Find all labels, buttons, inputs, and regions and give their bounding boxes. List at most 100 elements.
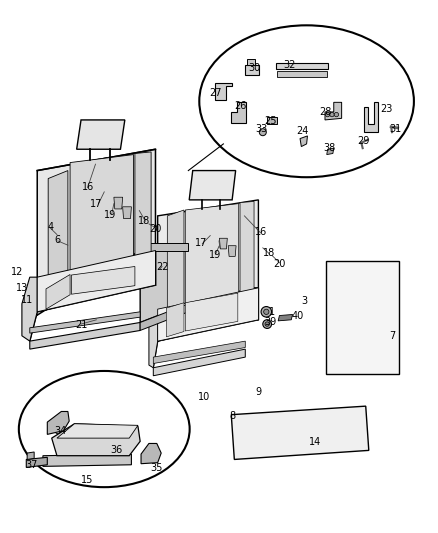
- Text: 6: 6: [54, 235, 60, 245]
- Text: 19: 19: [208, 250, 221, 260]
- Polygon shape: [43, 454, 131, 466]
- Polygon shape: [158, 288, 258, 341]
- Circle shape: [263, 320, 272, 328]
- Polygon shape: [219, 238, 227, 249]
- Polygon shape: [70, 155, 134, 295]
- Polygon shape: [48, 171, 68, 304]
- Text: 26: 26: [234, 101, 246, 110]
- Polygon shape: [37, 149, 155, 312]
- Circle shape: [330, 112, 334, 117]
- Text: 35: 35: [151, 463, 163, 473]
- Text: 15: 15: [81, 475, 94, 484]
- Polygon shape: [185, 293, 238, 331]
- Polygon shape: [27, 452, 34, 459]
- Polygon shape: [30, 312, 140, 333]
- Text: 25: 25: [265, 116, 277, 126]
- Text: 20: 20: [273, 259, 286, 269]
- Text: 39: 39: [265, 318, 277, 327]
- Text: 22: 22: [156, 262, 168, 271]
- Polygon shape: [166, 303, 184, 337]
- Polygon shape: [153, 349, 245, 376]
- Circle shape: [325, 112, 330, 117]
- Text: 18: 18: [263, 248, 276, 258]
- Text: 17: 17: [195, 238, 208, 247]
- Text: 28: 28: [319, 107, 331, 117]
- Text: 17: 17: [90, 199, 102, 208]
- Polygon shape: [57, 424, 138, 438]
- Polygon shape: [135, 152, 151, 286]
- Polygon shape: [141, 443, 161, 464]
- Text: 16: 16: [81, 182, 94, 191]
- Polygon shape: [240, 201, 254, 321]
- Polygon shape: [228, 246, 236, 256]
- Polygon shape: [300, 136, 307, 147]
- Circle shape: [264, 309, 269, 314]
- Polygon shape: [30, 322, 140, 349]
- Text: 30: 30: [248, 63, 260, 72]
- Text: 23: 23: [380, 104, 392, 114]
- Text: 36: 36: [110, 446, 122, 455]
- Text: 4: 4: [47, 222, 53, 231]
- Text: 37: 37: [25, 460, 38, 470]
- Polygon shape: [326, 261, 399, 374]
- Polygon shape: [231, 406, 369, 459]
- Text: 10: 10: [198, 392, 210, 402]
- Text: 3: 3: [301, 296, 307, 306]
- Text: 19: 19: [104, 210, 117, 220]
- Text: 29: 29: [357, 136, 370, 146]
- Polygon shape: [327, 148, 334, 155]
- Polygon shape: [247, 59, 255, 65]
- Polygon shape: [245, 65, 259, 75]
- Polygon shape: [153, 341, 245, 364]
- Text: 13: 13: [16, 283, 28, 293]
- Polygon shape: [140, 243, 188, 251]
- Text: 32: 32: [283, 60, 295, 70]
- Circle shape: [334, 112, 339, 117]
- Circle shape: [261, 306, 272, 317]
- Polygon shape: [231, 102, 246, 123]
- Polygon shape: [189, 171, 236, 200]
- Text: 18: 18: [138, 216, 151, 226]
- Polygon shape: [277, 71, 327, 77]
- Polygon shape: [22, 277, 37, 341]
- Text: 7: 7: [389, 331, 395, 341]
- Text: 11: 11: [21, 295, 33, 304]
- Text: 27: 27: [209, 88, 222, 98]
- Polygon shape: [153, 288, 258, 368]
- Polygon shape: [26, 457, 47, 467]
- Polygon shape: [215, 83, 232, 100]
- Polygon shape: [123, 207, 131, 219]
- Text: 9: 9: [255, 387, 261, 397]
- Polygon shape: [167, 210, 184, 335]
- Polygon shape: [77, 120, 125, 149]
- Text: 21: 21: [75, 320, 87, 330]
- Polygon shape: [52, 424, 140, 456]
- Text: 31: 31: [389, 124, 402, 134]
- Polygon shape: [149, 290, 158, 368]
- Text: 14: 14: [309, 438, 321, 447]
- Polygon shape: [278, 314, 293, 321]
- Polygon shape: [140, 304, 188, 330]
- Circle shape: [265, 322, 269, 326]
- Text: 12: 12: [11, 267, 24, 277]
- Text: 20: 20: [150, 224, 162, 234]
- Text: 34: 34: [54, 426, 67, 435]
- Polygon shape: [140, 251, 188, 322]
- Text: 1: 1: [268, 307, 275, 317]
- Polygon shape: [158, 200, 258, 341]
- Polygon shape: [364, 102, 378, 132]
- Text: 24: 24: [296, 126, 308, 135]
- Circle shape: [259, 128, 266, 136]
- Polygon shape: [47, 411, 69, 434]
- Polygon shape: [267, 117, 277, 124]
- Text: 40: 40: [292, 311, 304, 320]
- Polygon shape: [30, 251, 155, 341]
- Polygon shape: [276, 63, 328, 69]
- Text: 8: 8: [229, 411, 235, 421]
- Text: 38: 38: [323, 143, 336, 152]
- Text: 16: 16: [254, 227, 267, 237]
- Polygon shape: [71, 266, 135, 294]
- Text: 33: 33: [256, 124, 268, 134]
- Polygon shape: [325, 102, 342, 120]
- Polygon shape: [46, 274, 70, 309]
